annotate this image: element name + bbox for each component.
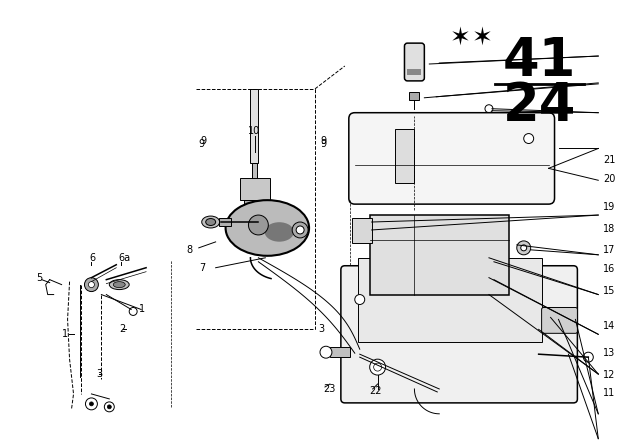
Circle shape (292, 222, 308, 238)
Text: 9: 9 (201, 136, 207, 146)
Circle shape (296, 226, 304, 234)
Text: ✶: ✶ (449, 26, 470, 50)
Text: 12: 12 (604, 370, 616, 380)
Circle shape (485, 105, 493, 113)
Text: 14: 14 (604, 321, 616, 332)
Circle shape (90, 402, 93, 406)
Text: 7: 7 (199, 263, 205, 273)
Text: 6: 6 (90, 253, 95, 263)
Text: 1: 1 (139, 305, 145, 314)
Text: 9: 9 (320, 136, 326, 146)
Circle shape (524, 134, 534, 143)
Text: 19: 19 (604, 202, 616, 212)
Circle shape (374, 363, 381, 371)
Circle shape (583, 352, 593, 362)
Circle shape (129, 307, 137, 315)
Text: 3: 3 (318, 324, 324, 334)
Circle shape (521, 245, 527, 251)
Text: 2: 2 (119, 324, 125, 334)
Text: 13: 13 (604, 348, 616, 358)
Bar (252, 164, 257, 181)
Ellipse shape (225, 200, 309, 256)
Text: 16: 16 (604, 263, 616, 274)
Bar (219, 218, 230, 226)
Ellipse shape (205, 219, 216, 225)
Bar (370, 215, 509, 294)
Bar (250, 89, 259, 164)
Bar (244, 200, 255, 208)
Text: 8: 8 (187, 245, 193, 255)
Bar (352, 218, 372, 243)
Circle shape (84, 278, 99, 292)
Ellipse shape (109, 280, 129, 289)
Bar (241, 178, 270, 200)
Text: 18: 18 (604, 224, 616, 234)
Text: 22: 22 (370, 386, 382, 396)
Circle shape (355, 294, 365, 305)
Text: 1: 1 (61, 329, 68, 339)
Text: 41: 41 (503, 35, 576, 87)
Bar (394, 129, 415, 183)
Circle shape (108, 405, 111, 409)
Text: ✶: ✶ (472, 26, 493, 50)
Circle shape (320, 346, 332, 358)
Circle shape (88, 282, 95, 288)
Text: 21: 21 (604, 155, 616, 165)
Bar (408, 69, 421, 75)
Bar (330, 347, 350, 357)
Text: 23: 23 (323, 384, 335, 394)
FancyBboxPatch shape (541, 307, 577, 333)
Circle shape (86, 398, 97, 410)
FancyBboxPatch shape (341, 266, 577, 403)
Ellipse shape (265, 222, 294, 241)
Text: 24: 24 (503, 80, 576, 132)
Text: 15: 15 (604, 286, 616, 296)
Circle shape (516, 241, 531, 255)
Circle shape (370, 359, 385, 375)
Text: 11: 11 (604, 388, 616, 398)
Text: 10: 10 (248, 125, 260, 136)
Circle shape (248, 215, 268, 235)
FancyBboxPatch shape (349, 113, 554, 204)
Bar (410, 92, 419, 100)
Text: 3: 3 (97, 369, 102, 379)
Text: 5: 5 (36, 273, 42, 283)
Text: 17: 17 (604, 245, 616, 255)
FancyBboxPatch shape (404, 43, 424, 81)
Ellipse shape (202, 216, 220, 228)
Ellipse shape (113, 282, 125, 288)
Text: 9: 9 (320, 139, 326, 150)
Bar (358, 258, 541, 342)
Text: 6a: 6a (118, 253, 131, 263)
Circle shape (104, 402, 115, 412)
Text: 20: 20 (604, 174, 616, 185)
Text: 9: 9 (199, 139, 205, 150)
